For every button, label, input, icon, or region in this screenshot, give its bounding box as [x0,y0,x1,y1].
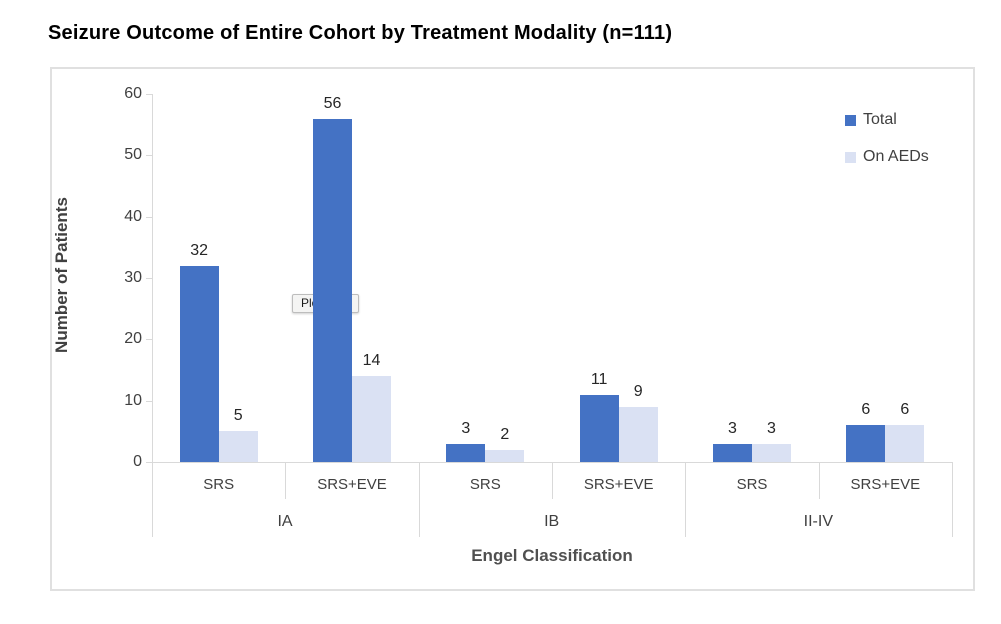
y-axis-tick-label: 50 [124,146,142,164]
y-axis-tick [146,155,152,157]
bar-total[interactable] [846,425,886,462]
y-axis-tick [146,278,152,279]
bar-value-label: 56 [323,94,342,112]
bar-value-label: 3 [767,419,776,437]
bar-on-aeds[interactable] [352,376,391,462]
legend-swatch-icon [845,151,856,163]
subcategory-divider [552,462,553,499]
bar-value-label: 2 [500,425,510,443]
legend-swatch-icon [845,114,856,126]
category-divider [418,462,420,537]
bar-value-label: 6 [861,401,871,419]
y-axis-tick-label: 30 [124,269,142,286]
chart-legend[interactable]: Total On AEDs [845,111,929,185]
bar-on-aeds[interactable] [752,443,791,462]
x-axis-category-label: IB [544,513,560,530]
x-axis-subcategory-label: SRS [736,476,768,493]
bar-total[interactable] [713,443,752,462]
y-axis-tick [146,400,152,402]
y-axis-tick-label: 20 [124,330,142,348]
x-axis-subcategory-label: SRS+EVE [583,476,654,493]
x-axis-title: Engel Classification [471,546,633,565]
bar-value-label: 6 [900,401,910,419]
category-divider [952,462,953,537]
category-divider [152,462,153,537]
bar-on-aeds[interactable] [885,425,925,462]
y-axis-tick [146,94,152,95]
y-axis-title: Number of Patients [52,197,71,353]
x-axis-subcategory-label: SRS+EVE [850,476,921,493]
legend-item-on-aeds[interactable]: On AEDs [845,148,929,166]
bar-value-label: 14 [362,352,381,370]
chart-title: Seizure Outcome of Entire Cohort by Trea… [48,22,673,44]
bar-value-label: 32 [190,241,209,259]
bar-value-label: 5 [233,407,243,425]
bar-total[interactable] [313,118,352,462]
x-axis-subcategory-label: SRS [203,476,235,493]
category-divider [685,462,687,537]
bar-value-label: 3 [728,419,737,437]
y-axis-line [152,94,153,462]
bar-value-label: 9 [633,382,643,400]
y-axis-tick-label: 60 [124,85,142,102]
x-axis-category-label: II-IV [803,513,833,530]
y-axis-tick-label: 40 [124,207,142,225]
y-axis-tick [146,339,152,341]
x-axis-subcategory-label: SRS [469,476,501,493]
y-axis-tick [146,216,152,218]
x-axis-subcategory-label: SRS+EVE [317,476,387,493]
subcategory-divider [818,462,820,499]
bar-total[interactable] [179,265,219,462]
bar-on-aeds[interactable] [485,449,525,462]
legend-label: On AEDs [863,148,929,165]
bar-total[interactable] [579,394,619,462]
y-axis-tick-label: 10 [124,391,142,409]
subcategory-divider [285,462,287,499]
y-axis-tick-label: 0 [133,453,142,470]
bar-value-label: 3 [461,419,471,437]
chart-area[interactable]: Number of Patients Engel Classification … [50,67,975,591]
bar-on-aeds[interactable] [218,431,258,462]
bar-value-label: 11 [590,370,608,388]
legend-label: Total [863,111,897,128]
x-axis-category-label: IA [277,513,293,530]
legend-item-total[interactable]: Total [845,111,929,129]
bar-total[interactable] [446,443,486,462]
bar-on-aeds[interactable] [618,406,658,462]
y-axis-tick [146,462,152,463]
